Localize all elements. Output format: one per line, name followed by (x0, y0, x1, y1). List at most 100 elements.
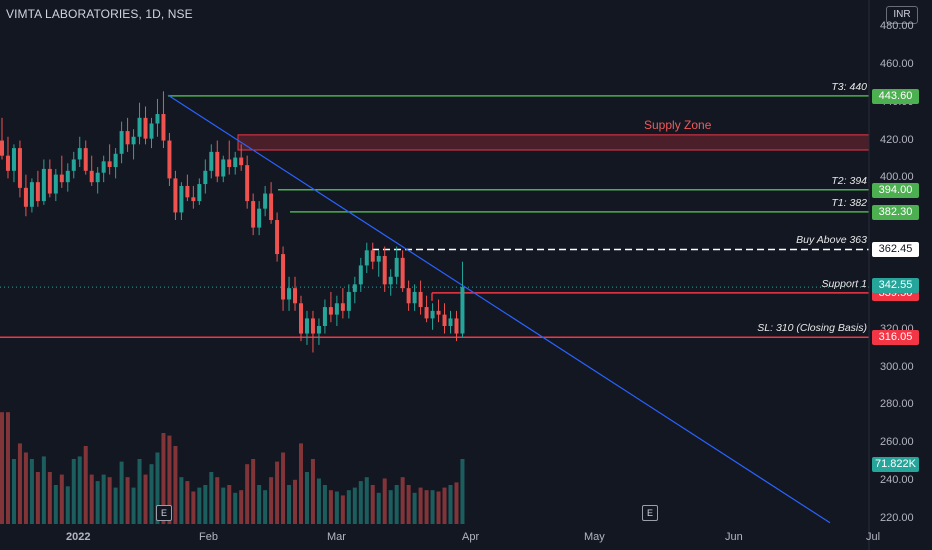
candle-body (107, 161, 112, 168)
time-tick-label: Feb (199, 531, 218, 543)
volume-bar (352, 487, 357, 524)
volume-bar (17, 443, 22, 524)
candle-body (233, 157, 238, 168)
candle-body (53, 174, 58, 194)
volume-bar (113, 487, 118, 524)
candle-body (185, 185, 190, 198)
volume-bar (0, 412, 4, 524)
volume-bar (460, 459, 465, 524)
earnings-event-icon[interactable]: E (156, 505, 172, 521)
candle-body (191, 197, 196, 202)
level-annotation: T3: 440 (831, 80, 867, 93)
candle-body (35, 182, 40, 202)
candle-body (299, 303, 303, 334)
volume-bar (203, 485, 208, 524)
candle-body (209, 151, 214, 171)
price-badge: 394.00 (872, 182, 919, 198)
volume-bar (155, 452, 160, 524)
candle-body (89, 170, 94, 183)
volume-bar (322, 485, 327, 524)
candle-body (257, 208, 262, 228)
volume-bar (316, 478, 321, 524)
candle-body (59, 174, 64, 183)
time-tick-label: Jun (725, 531, 743, 543)
volume-bar (370, 485, 375, 524)
volume-bar (149, 464, 154, 524)
candle-body (358, 265, 363, 285)
price-tick-label: 400.00 (880, 171, 914, 184)
candle-body (95, 172, 100, 183)
volume-bar (83, 446, 88, 524)
volume-bar (346, 490, 351, 524)
volume-bar (340, 495, 345, 524)
volume-bar (77, 456, 82, 524)
price-tick-label: 280.00 (880, 398, 914, 411)
candle-body (382, 255, 387, 285)
volume-bar (161, 433, 166, 524)
time-tick-label: Mar (327, 531, 346, 543)
candle-body (173, 178, 178, 213)
candle-body (113, 153, 118, 168)
time-tick-label: May (584, 531, 605, 543)
currency-button[interactable]: INR (886, 6, 918, 24)
price-tick-label: 420.00 (880, 133, 914, 146)
volume-bar (328, 490, 333, 524)
volume-bar (167, 435, 172, 524)
volume-bar (227, 485, 232, 524)
candle-body (179, 185, 184, 213)
volume-bar (47, 472, 52, 524)
candle-body (239, 157, 244, 166)
volume-bar (233, 492, 238, 524)
volume-bar (376, 492, 381, 524)
candle-body (23, 187, 28, 207)
volume-bar (179, 477, 184, 524)
candle-body (316, 325, 321, 334)
candle-body (251, 201, 256, 228)
candle-body (197, 184, 202, 202)
candle-body (125, 131, 130, 145)
candle-body (430, 310, 435, 319)
volume-bar (23, 452, 28, 524)
candle-body (155, 114, 160, 124)
candle-body (17, 148, 22, 188)
volume-bar (125, 477, 130, 524)
candle-body (340, 303, 345, 311)
volume-bar (448, 485, 453, 524)
candle-body (334, 303, 339, 315)
trend-line[interactable] (167, 94, 831, 524)
candle-body (412, 291, 417, 304)
volume-bars (0, 412, 465, 524)
volume-bar (131, 487, 136, 524)
candle-body (454, 318, 459, 334)
candle-body (5, 155, 10, 171)
candle-body (281, 254, 286, 300)
candle-body (310, 318, 315, 334)
candle-body (424, 307, 429, 319)
candle-body (448, 318, 453, 326)
candle-body (352, 284, 357, 292)
volume-bar (442, 487, 447, 524)
volume-bar (430, 490, 435, 524)
volume-bar (119, 461, 124, 524)
volume-bar (436, 491, 441, 524)
volume-bar (364, 477, 369, 524)
volume-bar (5, 412, 10, 524)
volume-bar (11, 459, 16, 524)
volume-bar (304, 472, 309, 524)
level-lines (0, 95, 869, 338)
volume-bar (59, 474, 64, 524)
volume-bar (412, 492, 417, 524)
time-tick-label: 2022 (66, 531, 91, 543)
candle-body (436, 310, 441, 315)
time-tick-label: Jul (866, 531, 881, 543)
candle-body (394, 257, 399, 277)
candle-body (376, 255, 381, 262)
earnings-event-icon[interactable]: E (642, 505, 658, 521)
candle-body (101, 161, 106, 173)
level-annotation: Buy Above 363 (796, 234, 867, 247)
volume-bar (89, 474, 94, 524)
time-tick-label: Apr (462, 531, 480, 543)
price-tick-label: 220.00 (880, 512, 914, 524)
